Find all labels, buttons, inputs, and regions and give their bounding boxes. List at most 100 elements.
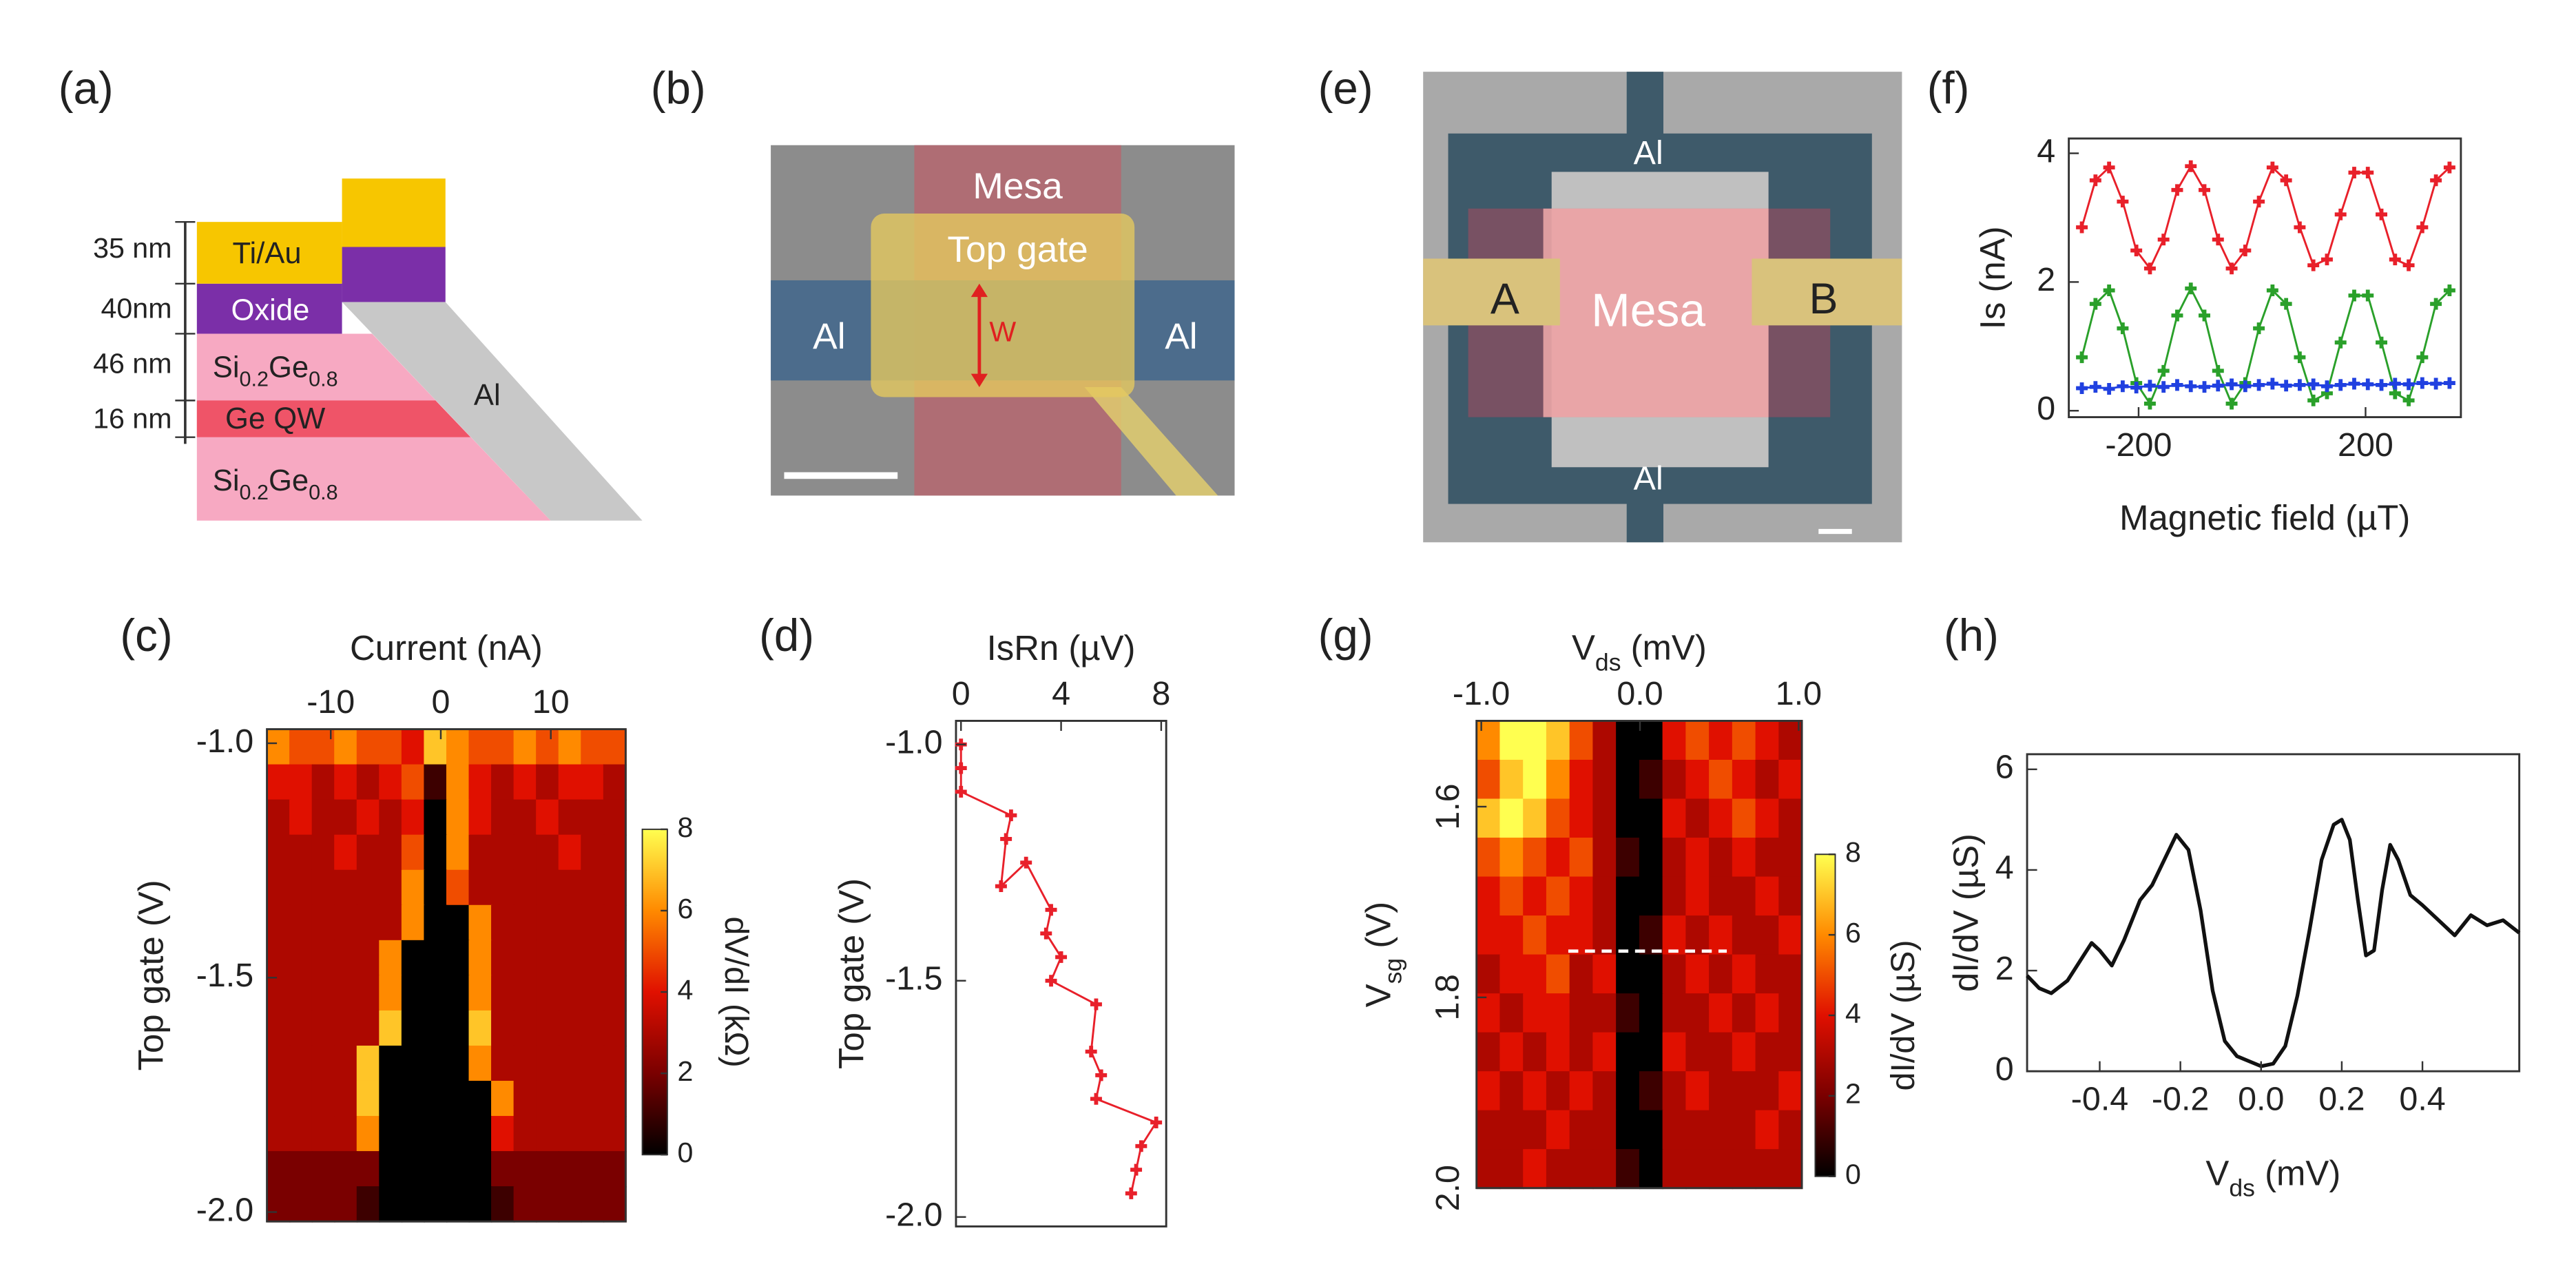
heatmap-cell [356,1045,380,1082]
heatmap-cell [1778,915,1803,956]
data-point [2212,364,2224,377]
heatmap-cell [1732,798,1757,839]
heatmap-cell [1639,1110,1664,1150]
data-point [2212,234,2224,246]
heatmap-cell [468,1010,492,1047]
text-segment: Ge [269,464,309,497]
y-axis-label: Top gate (V) [832,878,871,1069]
data-point [2157,381,2170,393]
heatmap-cell [424,1010,448,1047]
colorbar-tick-label: 4 [1845,997,1861,1029]
x-axis-label: Current (nA) [350,628,543,667]
al-lead [1626,72,1664,139]
heatmap-cell [1499,1071,1524,1112]
heatmap-cell [1523,759,1548,800]
data-point [2376,379,2388,391]
y-tick-label: 4 [2037,132,2055,169]
x-tick-label: -10 [307,683,355,721]
heatmap-cell [1778,954,1803,995]
heatmap-cell [267,834,291,871]
data-point [1000,833,1012,845]
panel-label: (b) [651,63,706,114]
heatmap-cell [334,1116,358,1152]
heatmap-cell [267,764,291,801]
heatmap-cell [1499,1032,1524,1073]
data-point [1045,904,1057,916]
heatmap-cell [1685,1071,1710,1112]
heatmap-cell [1732,721,1757,761]
text-segment: 0.8 [309,481,337,504]
heatmap-cell [379,1010,403,1047]
text-segment: Ge [269,351,309,384]
data-point [1150,1117,1163,1128]
heatmap-cell [401,940,425,977]
device-image-b: Mesa Top gate Al Al W [771,145,1235,496]
heatmap-cell [536,729,560,766]
heatmap-cell [1639,838,1664,878]
y-tick-label: -1.5 [885,960,942,997]
data-point [955,762,967,774]
x-axis-label: Magnetic field (µT) [2119,498,2410,537]
heatmap-cell [424,1116,448,1152]
heatmap-cell [379,1151,403,1188]
data-point [2348,289,2360,302]
heatmap-cell [446,904,470,942]
heatmap-cell [581,1186,605,1223]
heatmap-cell [1755,1110,1780,1150]
heatmap-cell [536,869,560,907]
heatmap-cell [536,1151,560,1188]
heatmap-cell [267,1116,291,1152]
heatmap-cell [491,1186,515,1223]
data-point [2171,184,2183,196]
heatmap-cell [1662,1071,1687,1112]
heatmap-cell [603,1116,627,1152]
axes-frame [2068,137,2462,419]
heatmap-cell [1523,915,1548,956]
heatmap-cell [401,1151,425,1188]
heatmap-cell [468,975,492,1012]
data-point [2389,253,2401,266]
dimension-label: 46 nm [93,347,172,379]
colorbar-tick-label: 0 [677,1137,693,1168]
heatmap-cell [468,1045,492,1082]
heatmap-cell [289,729,313,766]
data-point [2117,196,2129,208]
heatmap-cell [513,975,537,1012]
heatmap-cell [603,940,627,977]
heatmap-cell [1476,915,1501,956]
layer-label: Al [474,379,501,412]
heatmap-cell [311,1045,335,1082]
data-point [2376,336,2388,349]
heatmap-cell [558,869,582,907]
heatmap-cell [1662,993,1687,1034]
dimension-label: 35 nm [93,232,172,264]
y-tick-label: 2 [1995,950,2014,987]
heatmap-cell [401,729,425,766]
heatmap-cell [1592,759,1617,800]
layer-label: Ti/Au [232,237,301,270]
colorbar [1814,853,1836,1177]
heatmap-cell [513,904,537,942]
data-point [2320,380,2333,393]
heatmap-cell [311,940,335,977]
heatmap-cell [491,729,515,766]
y-axis-label: Is (nA) [1973,226,2012,329]
heatmap-cell [1523,721,1548,761]
ti-au-layer [342,178,446,247]
heatmap-cell [1523,993,1548,1034]
heatmap-cell [311,1010,335,1047]
heatmap-cell [1476,798,1501,839]
heatmap-cell [558,1080,582,1117]
heatmap-cell [1639,993,1664,1034]
y-tick-label: -2.0 [196,1191,253,1228]
text-segment: sg [1380,958,1407,984]
heatmap-cell [603,1151,627,1188]
heatmap-cell [1499,759,1524,800]
colorbar-tick-label: 2 [677,1055,693,1087]
heatmap-cell [424,975,448,1012]
heatmap-cell [1685,954,1710,995]
heatmap-cell [1546,993,1571,1034]
contact-pad [1752,258,1902,326]
heatmap-cell [1569,798,1594,839]
heatmap-cell [424,869,448,907]
